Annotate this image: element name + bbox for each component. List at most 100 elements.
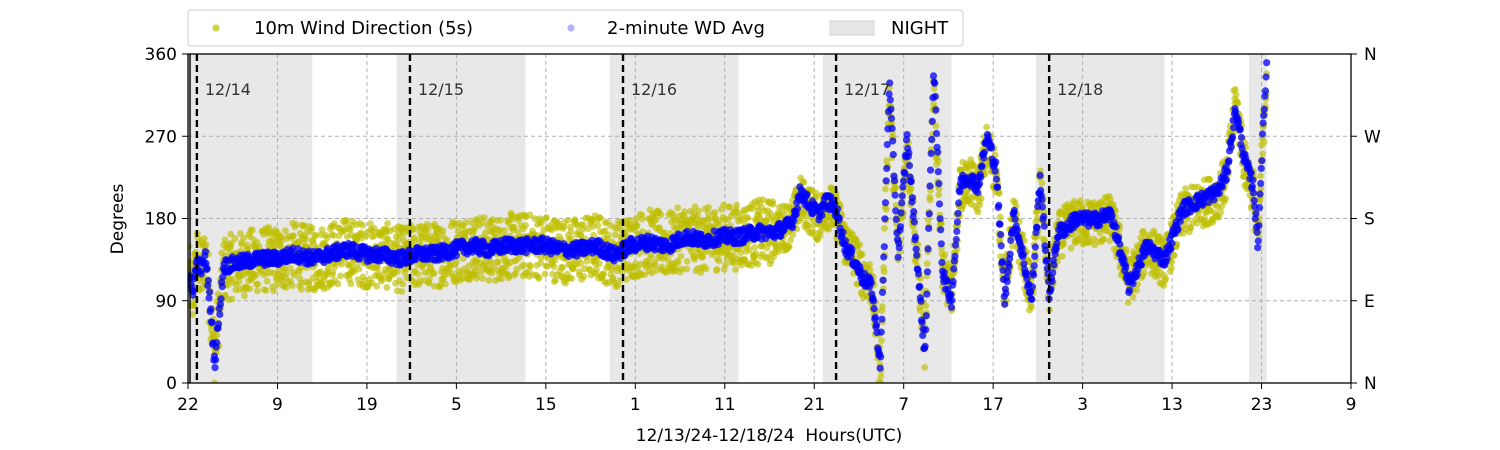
raw-point xyxy=(240,234,248,242)
avg-point xyxy=(204,276,212,285)
raw-point xyxy=(552,276,559,284)
avg-point xyxy=(211,364,219,372)
y-tick-label: 90 xyxy=(155,292,177,312)
avg-point xyxy=(922,326,930,334)
raw-point xyxy=(1170,252,1178,259)
avg-point xyxy=(879,276,887,284)
raw-point xyxy=(383,284,391,291)
avg-point xyxy=(1125,286,1133,294)
avg-point xyxy=(877,353,885,361)
raw-point xyxy=(683,265,691,273)
avg-point xyxy=(1168,239,1176,247)
avg-point xyxy=(848,245,856,253)
avg-point xyxy=(935,180,943,188)
avg-point xyxy=(1031,252,1039,260)
raw-point xyxy=(705,203,712,211)
raw-point xyxy=(1234,99,1242,107)
avg-point xyxy=(289,244,297,252)
y-tick-label: 180 xyxy=(145,210,177,230)
avg-point xyxy=(1222,176,1231,184)
raw-point xyxy=(526,211,534,219)
avg-point xyxy=(892,215,900,223)
raw-point xyxy=(983,123,990,131)
avg-point xyxy=(898,192,906,200)
avg-point xyxy=(937,240,945,248)
avg-point xyxy=(898,199,906,207)
avg-point xyxy=(888,124,896,132)
raw-point xyxy=(744,214,752,222)
raw-point xyxy=(674,258,682,266)
raw-point xyxy=(430,269,438,277)
raw-point xyxy=(1070,231,1077,239)
avg-point xyxy=(905,162,914,170)
avg-point xyxy=(926,182,934,190)
avg-point xyxy=(997,230,1005,239)
avg-point xyxy=(976,180,984,188)
raw-point xyxy=(732,266,739,273)
right-axis-label: N xyxy=(1364,45,1377,65)
avg-point xyxy=(1257,179,1265,188)
raw-point xyxy=(705,216,713,223)
raw-point xyxy=(1058,252,1066,260)
raw-point xyxy=(564,216,572,224)
raw-point xyxy=(702,265,710,273)
raw-point xyxy=(498,275,505,283)
raw-point xyxy=(295,238,302,246)
raw-point xyxy=(514,228,522,236)
raw-point xyxy=(485,276,493,284)
raw-point xyxy=(510,223,518,231)
avg-point xyxy=(452,252,461,260)
avg-point xyxy=(201,248,209,256)
raw-point xyxy=(1187,224,1195,232)
y-tick-label: 360 xyxy=(145,45,177,65)
raw-point xyxy=(809,228,817,236)
raw-point xyxy=(262,287,270,294)
raw-point xyxy=(754,260,762,268)
day-label: 12/14 xyxy=(205,80,251,99)
raw-point xyxy=(681,208,688,216)
raw-point xyxy=(282,227,289,235)
raw-point xyxy=(1077,197,1084,205)
avg-point xyxy=(1260,105,1268,113)
avg-point xyxy=(878,315,886,323)
avg-point xyxy=(891,191,899,199)
raw-point xyxy=(941,251,949,258)
raw-point xyxy=(678,265,686,273)
raw-point xyxy=(228,239,235,247)
avg-point xyxy=(1262,73,1270,81)
raw-point xyxy=(1133,286,1140,294)
avg-point xyxy=(880,243,888,251)
avg-point xyxy=(916,282,924,290)
avg-point xyxy=(1031,243,1039,251)
raw-point xyxy=(907,184,915,192)
x-axis-title: 12/13/24-12/18/24 Hours(UTC) xyxy=(636,426,902,446)
avg-point xyxy=(197,270,205,278)
x-tick-label: 13 xyxy=(1161,395,1183,415)
raw-point xyxy=(394,268,401,275)
raw-point xyxy=(535,274,543,282)
raw-point xyxy=(551,256,559,264)
raw-point xyxy=(751,244,759,251)
avg-point xyxy=(189,287,197,295)
avg-point xyxy=(956,188,964,196)
avg-point xyxy=(953,218,962,226)
raw-point xyxy=(632,215,640,223)
avg-point xyxy=(218,283,226,291)
x-tick-label: 3 xyxy=(1077,395,1088,415)
legend-night-swatch xyxy=(829,20,875,36)
raw-point xyxy=(430,282,438,290)
y-tick-label: 0 xyxy=(166,374,177,394)
raw-point xyxy=(880,268,888,276)
raw-point xyxy=(683,258,691,265)
avg-point xyxy=(1129,280,1137,288)
raw-point xyxy=(694,212,701,220)
avg-point xyxy=(1115,234,1123,242)
raw-point xyxy=(200,235,208,243)
raw-point xyxy=(1122,246,1130,254)
avg-point xyxy=(937,226,945,234)
raw-point xyxy=(737,249,745,256)
raw-point xyxy=(1060,241,1067,248)
avg-point xyxy=(908,194,917,202)
raw-point xyxy=(254,287,261,295)
raw-point xyxy=(410,225,417,233)
